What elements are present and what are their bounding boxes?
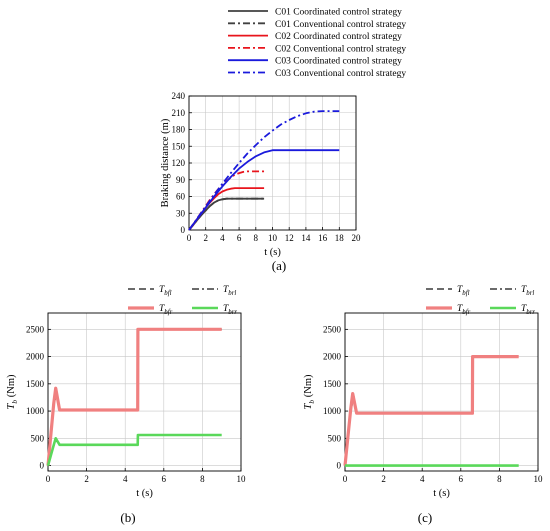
y-axis-label: Tb (Nm) <box>303 374 316 409</box>
x-tick-label: 10 <box>237 474 247 484</box>
caption-c: (c) <box>418 510 432 525</box>
legend-label-1: Tbfl <box>457 285 470 297</box>
x-tick-label: 2 <box>84 474 89 484</box>
x-tick-label: 4 <box>123 474 128 484</box>
y-tick-label: 150 <box>172 141 186 151</box>
legend-label-2: Tbrl <box>223 285 236 297</box>
x-tick-label: 14 <box>301 233 311 243</box>
y-tick-label: 1000 <box>26 406 45 416</box>
plot-frame <box>344 312 539 472</box>
y-tick-label: 500 <box>31 433 45 443</box>
x-tick-label: 8 <box>497 474 502 484</box>
x-axis-label: t (s) <box>433 488 450 499</box>
x-tick-label: 4 <box>420 474 425 484</box>
x-tick-label: 12 <box>285 233 294 243</box>
y-tick-label: 1500 <box>26 379 45 389</box>
y-tick-label: 2000 <box>323 352 342 362</box>
chart-panel-b: 0 2 4 6 8 10 0 500 1000 1500 2000 2500 t (s) Tb (Nm) T… <box>6 285 246 499</box>
x-tick-label: 0 <box>187 233 192 243</box>
series-line-4 <box>46 433 222 466</box>
legend-label-2: Tbrl <box>521 285 534 297</box>
y-tick-label: 0 <box>40 461 45 471</box>
legend-label-4: Tbrr <box>223 304 237 316</box>
y-tick-label: 60 <box>176 192 186 202</box>
y-tick-label: 2000 <box>26 352 45 362</box>
y-tick-label: 0 <box>181 225 186 235</box>
x-tick-label: 6 <box>162 474 167 484</box>
y-tick-label: 500 <box>328 433 342 443</box>
legend-label-3: Tbfr <box>457 304 471 316</box>
y-tick-label: 90 <box>176 175 186 185</box>
x-tick-label: 4 <box>220 233 225 243</box>
x-tick-label: 0 <box>46 474 51 484</box>
x-axis-label: t (s) <box>136 488 153 499</box>
legend-label-2: C01 Conventional control strategy <box>275 20 406 30</box>
legend-label-1: C01 Coordinated control strategy <box>275 8 402 18</box>
legend-label-4: C02 Conventional control strategy <box>275 44 406 54</box>
x-tick-label: 0 <box>343 474 348 484</box>
x-tick-label: 6 <box>237 233 242 243</box>
x-tick-label: 20 <box>352 233 362 243</box>
x-tick-label: 10 <box>534 474 544 484</box>
series-line-5 <box>188 149 340 231</box>
y-axis-label: Braking distance (m) <box>160 118 171 207</box>
legend-label-3: C02 Coordinated control strategy <box>275 32 402 42</box>
series-line-3 <box>343 355 519 466</box>
x-tick-label: 10 <box>268 233 278 243</box>
y-tick-label: 210 <box>172 108 186 118</box>
x-tick-label: 8 <box>254 233 259 243</box>
series-line-3 <box>188 187 265 231</box>
y-tick-label: 30 <box>176 208 186 218</box>
y-axis-label: Tb (Nm) <box>6 374 19 409</box>
y-tick-label: 2500 <box>323 324 342 334</box>
x-tick-label: 2 <box>203 233 208 243</box>
x-tick-label: 2 <box>381 474 386 484</box>
plot-frame <box>47 312 242 472</box>
x-tick-label: 6 <box>459 474 464 484</box>
legend-label-3: Tbfr <box>159 304 173 316</box>
chart-panel-a: 0 2 4 6 8 10 12 14 16 18 20 0 30 60 90 120 150 180 210 240 t… <box>160 8 406 259</box>
y-tick-label: 180 <box>172 125 186 135</box>
x-tick-label: 8 <box>200 474 205 484</box>
series-line-6 <box>188 110 340 231</box>
series-line-2 <box>47 434 222 466</box>
legend-label-6: C03 Conventional control strategy <box>275 69 406 79</box>
caption-b: (b) <box>120 510 135 525</box>
legend-label-1: Tbfl <box>159 285 172 297</box>
x-axis-label: t (s) <box>264 247 281 258</box>
legend-label-4: Tbrr <box>521 304 535 316</box>
caption-a: (a) <box>272 258 286 273</box>
legend-label-5: C03 Coordinated control strategy <box>275 57 402 67</box>
x-tick-label: 16 <box>318 233 328 243</box>
x-tick-label: 18 <box>335 233 345 243</box>
chart-panel-c: 0 2 4 6 8 10 0 500 1000 1500 2000 2500 t (s) Tb (Nm) T… <box>303 285 543 499</box>
series-line-3 <box>46 327 222 466</box>
y-tick-label: 240 <box>172 91 186 101</box>
y-tick-label: 0 <box>337 461 342 471</box>
y-tick-label: 1500 <box>323 379 342 389</box>
series-line-4 <box>188 170 265 231</box>
y-tick-label: 2500 <box>26 324 45 334</box>
y-tick-label: 1000 <box>323 406 342 416</box>
y-tick-label: 120 <box>172 158 186 168</box>
